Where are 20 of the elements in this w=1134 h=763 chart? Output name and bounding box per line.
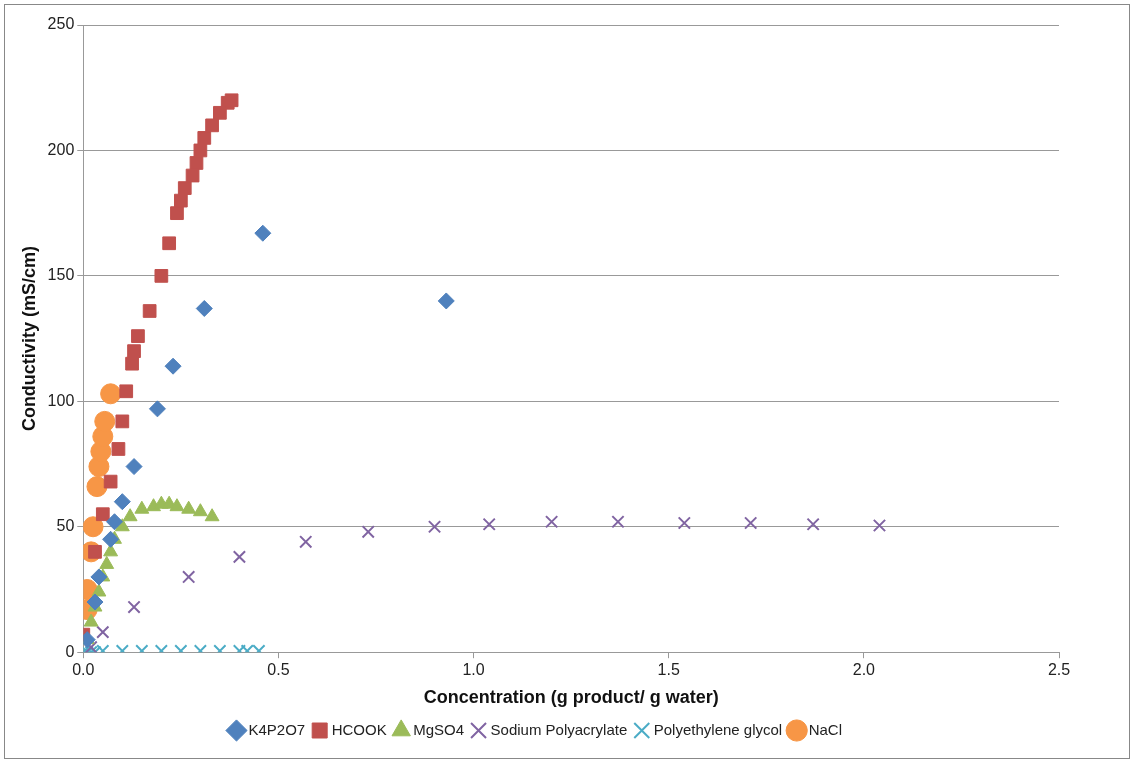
x-tick-label: 0.0: [72, 661, 95, 679]
y-tick-label: 150: [47, 266, 75, 284]
x-tick-label: 2.5: [1047, 661, 1071, 679]
x-tick-label: 1.5: [657, 661, 680, 679]
y-tick-label: 0: [65, 642, 75, 660]
y-tick-label: 250: [47, 15, 75, 33]
legend-label: Sodium Polyacrylate: [490, 720, 628, 738]
x-tick-label: 2.0: [852, 661, 876, 679]
x-axis-title: Concentration (g product/ g water): [423, 687, 719, 708]
legend-label: Polyethylene glycol: [653, 720, 783, 738]
legend-label: HCOOK: [331, 720, 387, 738]
legend-label: NaCl: [808, 720, 843, 738]
y-tick-label: 50: [56, 517, 75, 535]
y-tick-label: 100: [47, 391, 75, 409]
legend-label: K4P2O7: [248, 720, 306, 738]
y-axis-title: Conductivity (mS/cm): [18, 246, 39, 432]
legend-label: MgSO4: [413, 720, 465, 738]
x-tick-label: 0.5: [267, 661, 290, 679]
x-tick-label: 1.0: [462, 661, 485, 679]
y-tick-label: 200: [47, 140, 75, 158]
